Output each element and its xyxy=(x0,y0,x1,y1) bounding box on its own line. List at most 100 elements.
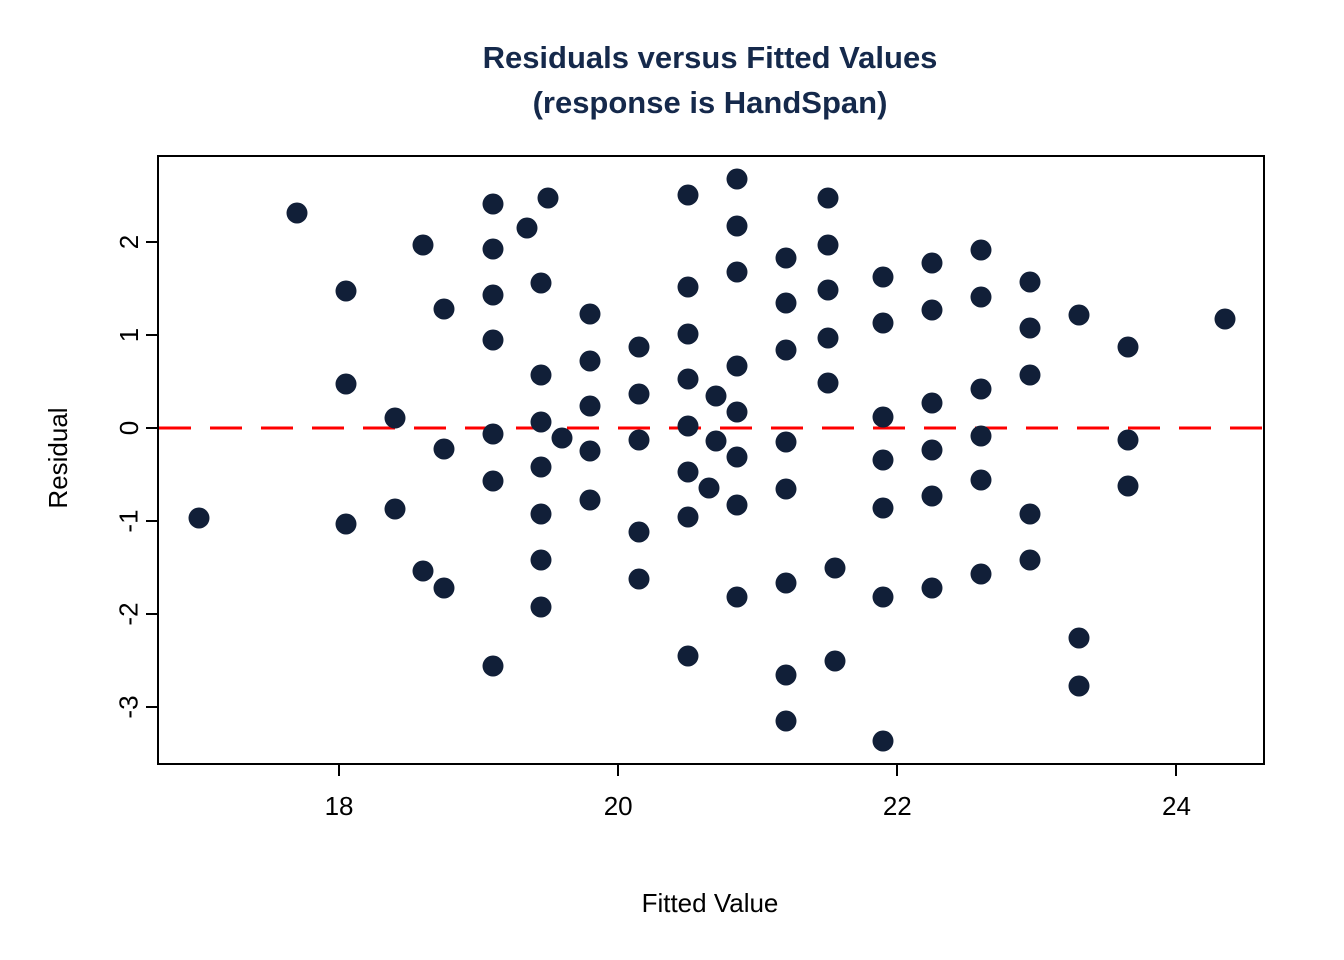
y-axis-tick-label: 1 xyxy=(113,327,144,343)
data-point xyxy=(705,430,727,452)
data-point xyxy=(551,427,573,449)
data-point xyxy=(1019,503,1041,525)
data-point xyxy=(482,423,504,445)
data-point xyxy=(579,395,601,417)
data-point xyxy=(970,563,992,585)
data-point xyxy=(530,503,552,525)
data-point xyxy=(628,336,650,358)
data-point xyxy=(335,373,357,395)
x-axis-tick-label: 24 xyxy=(1161,791,1191,821)
data-point xyxy=(872,497,894,519)
data-point xyxy=(817,187,839,209)
x-axis-tick xyxy=(617,763,620,776)
y-axis-tick xyxy=(146,613,159,616)
data-point xyxy=(677,184,699,206)
data-point xyxy=(872,312,894,334)
data-point xyxy=(628,521,650,543)
data-point xyxy=(872,406,894,428)
data-point xyxy=(1019,364,1041,386)
x-axis-label: Fitted Value xyxy=(641,888,779,918)
data-point xyxy=(482,238,504,260)
data-point xyxy=(921,252,943,274)
data-point xyxy=(530,596,552,618)
data-point xyxy=(537,187,559,209)
data-point xyxy=(482,284,504,306)
data-point xyxy=(412,560,434,582)
data-point xyxy=(775,431,797,453)
data-point xyxy=(872,266,894,288)
data-point xyxy=(482,655,504,677)
data-point xyxy=(530,549,552,571)
x-axis-tick-label: 20 xyxy=(603,791,633,821)
data-point xyxy=(482,193,504,215)
data-point xyxy=(1068,627,1090,649)
data-point xyxy=(1019,271,1041,293)
y-axis-tick xyxy=(146,240,159,243)
data-point xyxy=(921,485,943,507)
data-point xyxy=(530,411,552,433)
y-axis-tick-label: -3 xyxy=(113,695,144,719)
data-point xyxy=(188,507,210,529)
data-point xyxy=(335,280,357,302)
data-point xyxy=(530,364,552,386)
data-point xyxy=(530,272,552,294)
data-point xyxy=(412,234,434,256)
data-point xyxy=(579,350,601,372)
y-axis-tick-label: -1 xyxy=(113,509,144,533)
data-point xyxy=(1068,304,1090,326)
data-point xyxy=(726,401,748,423)
data-point xyxy=(698,477,720,499)
data-point xyxy=(677,276,699,298)
y-axis-tick xyxy=(146,519,159,522)
data-point xyxy=(824,557,846,579)
data-point xyxy=(921,299,943,321)
y-axis-tick-label: -2 xyxy=(113,602,144,626)
x-axis-tick-label: 22 xyxy=(882,791,912,821)
plot-area: 18 20 22 24 2 1 0 -1 -2 -3 xyxy=(114,155,1265,821)
data-point xyxy=(921,439,943,461)
data-point xyxy=(817,327,839,349)
chart-subtitle: (response is HandSpan) xyxy=(532,84,888,120)
x-axis-tick xyxy=(1175,763,1178,776)
data-point xyxy=(335,513,357,535)
data-point xyxy=(1214,308,1236,330)
data-point xyxy=(433,577,455,599)
data-point xyxy=(677,368,699,390)
data-point xyxy=(384,407,406,429)
data-point xyxy=(677,323,699,345)
zero-reference-line xyxy=(159,426,1263,430)
chart-title: Residuals versus Fitted Values xyxy=(482,40,938,75)
data-point xyxy=(677,506,699,528)
data-point xyxy=(872,586,894,608)
data-point xyxy=(677,461,699,483)
data-point xyxy=(705,385,727,407)
data-point xyxy=(726,168,748,190)
data-point xyxy=(482,470,504,492)
data-point xyxy=(775,292,797,314)
y-axis-tick-label: 2 xyxy=(113,234,144,249)
data-point xyxy=(824,650,846,672)
data-point xyxy=(677,415,699,437)
data-point xyxy=(775,247,797,269)
data-point xyxy=(970,469,992,491)
data-point xyxy=(817,234,839,255)
x-axis-tick xyxy=(338,763,341,776)
data-point xyxy=(628,568,650,590)
data-point xyxy=(970,239,992,261)
data-point xyxy=(433,298,455,320)
data-point xyxy=(775,664,797,686)
y-axis-tick xyxy=(146,706,159,709)
data-point xyxy=(433,438,455,460)
data-point xyxy=(628,429,650,451)
data-point xyxy=(726,215,748,237)
data-point xyxy=(817,279,839,301)
data-point xyxy=(970,286,992,308)
data-point xyxy=(726,355,748,377)
data-point xyxy=(1019,549,1041,571)
data-point xyxy=(726,261,748,283)
data-point xyxy=(677,645,699,667)
data-point xyxy=(872,449,894,471)
data-point xyxy=(726,494,748,516)
data-point xyxy=(1068,675,1090,697)
